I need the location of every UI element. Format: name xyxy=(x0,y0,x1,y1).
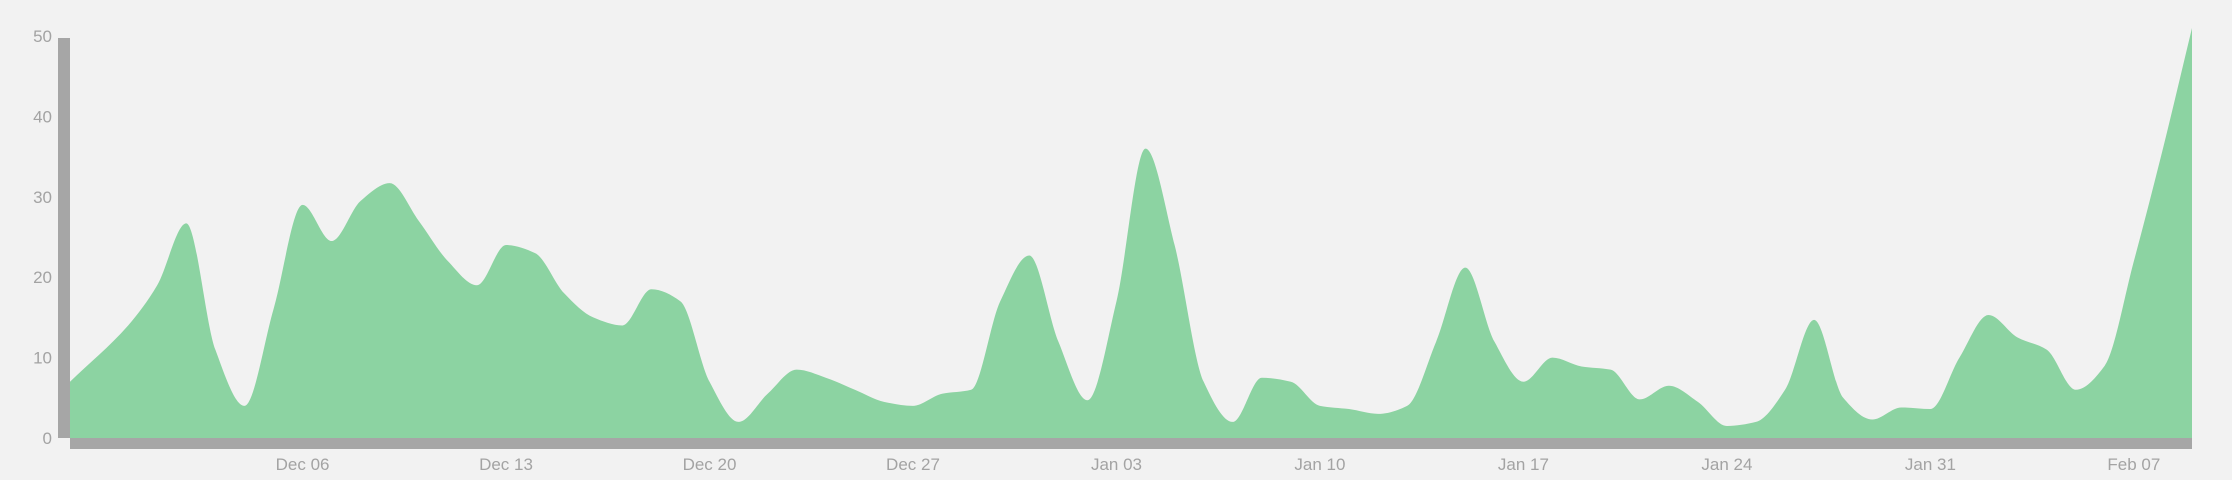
x-tick-label: Dec 20 xyxy=(683,455,737,474)
x-tick-label: Jan 10 xyxy=(1294,455,1345,474)
x-tick-label: Dec 27 xyxy=(886,455,940,474)
area-series-0 xyxy=(70,28,2192,438)
y-tick-label: 50 xyxy=(33,27,52,46)
x-tick-label: Jan 31 xyxy=(1905,455,1956,474)
x-axis-ticks: Dec 06 Dec 13 Dec 20 Dec 27 Jan 03 Jan 10 Jan … xyxy=(276,455,2161,474)
y-tick-label: 0 xyxy=(43,429,52,448)
x-tick-label: Feb 07 xyxy=(2107,455,2160,474)
y-tick-label: 10 xyxy=(33,349,52,368)
axis-layer xyxy=(58,38,2192,449)
x-axis-line xyxy=(70,438,2192,449)
y-tick-label: 30 xyxy=(33,188,52,207)
y-axis-line xyxy=(58,38,70,438)
x-tick-label: Jan 24 xyxy=(1701,455,1752,474)
x-tick-label: Dec 06 xyxy=(276,455,330,474)
y-tick-label: 40 xyxy=(33,107,52,126)
y-tick-label: 20 xyxy=(33,268,52,287)
y-axis-ticks: 0 10 20 30 40 50 xyxy=(33,27,52,448)
x-tick-label: Dec 13 xyxy=(479,455,533,474)
x-tick-label: Jan 03 xyxy=(1091,455,1142,474)
x-tick-label: Jan 17 xyxy=(1498,455,1549,474)
area-layer xyxy=(70,28,2192,438)
